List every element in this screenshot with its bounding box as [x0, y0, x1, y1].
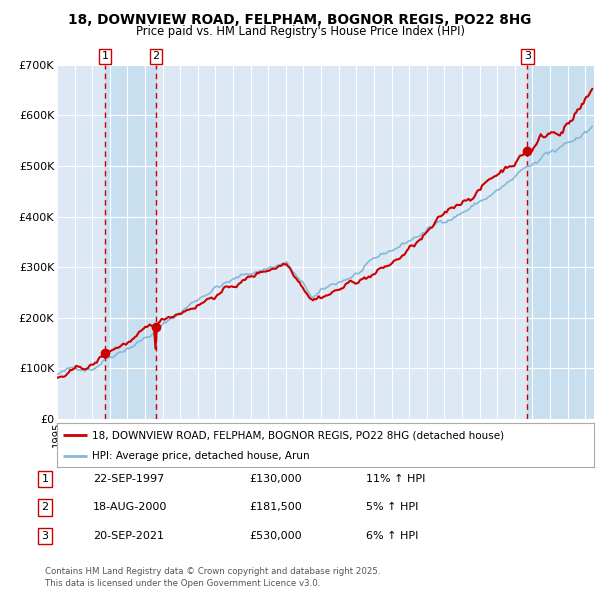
Bar: [527, 65, 594, 419]
Text: HPI: Average price, detached house, Arun: HPI: Average price, detached house, Arun: [92, 451, 310, 461]
Text: 2: 2: [41, 503, 49, 512]
Text: 6% ↑ HPI: 6% ↑ HPI: [366, 531, 418, 540]
Text: 5% ↑ HPI: 5% ↑ HPI: [366, 503, 418, 512]
Text: 18-AUG-2000: 18-AUG-2000: [93, 503, 167, 512]
Text: 11% ↑ HPI: 11% ↑ HPI: [366, 474, 425, 484]
Text: 1: 1: [101, 51, 109, 61]
Text: Price paid vs. HM Land Registry's House Price Index (HPI): Price paid vs. HM Land Registry's House …: [136, 25, 464, 38]
Text: 20-SEP-2021: 20-SEP-2021: [93, 531, 164, 540]
Text: £530,000: £530,000: [249, 531, 302, 540]
Text: 3: 3: [41, 531, 49, 540]
Text: £130,000: £130,000: [249, 474, 302, 484]
Text: 18, DOWNVIEW ROAD, FELPHAM, BOGNOR REGIS, PO22 8HG: 18, DOWNVIEW ROAD, FELPHAM, BOGNOR REGIS…: [68, 13, 532, 27]
Text: 18, DOWNVIEW ROAD, FELPHAM, BOGNOR REGIS, PO22 8HG (detached house): 18, DOWNVIEW ROAD, FELPHAM, BOGNOR REGIS…: [92, 431, 504, 440]
Text: 1: 1: [41, 474, 49, 484]
Text: Contains HM Land Registry data © Crown copyright and database right 2025.
This d: Contains HM Land Registry data © Crown c…: [45, 568, 380, 588]
Text: 22-SEP-1997: 22-SEP-1997: [93, 474, 164, 484]
Bar: [105, 65, 156, 419]
Text: £181,500: £181,500: [249, 503, 302, 512]
Text: 2: 2: [152, 51, 160, 61]
Text: 3: 3: [524, 51, 531, 61]
